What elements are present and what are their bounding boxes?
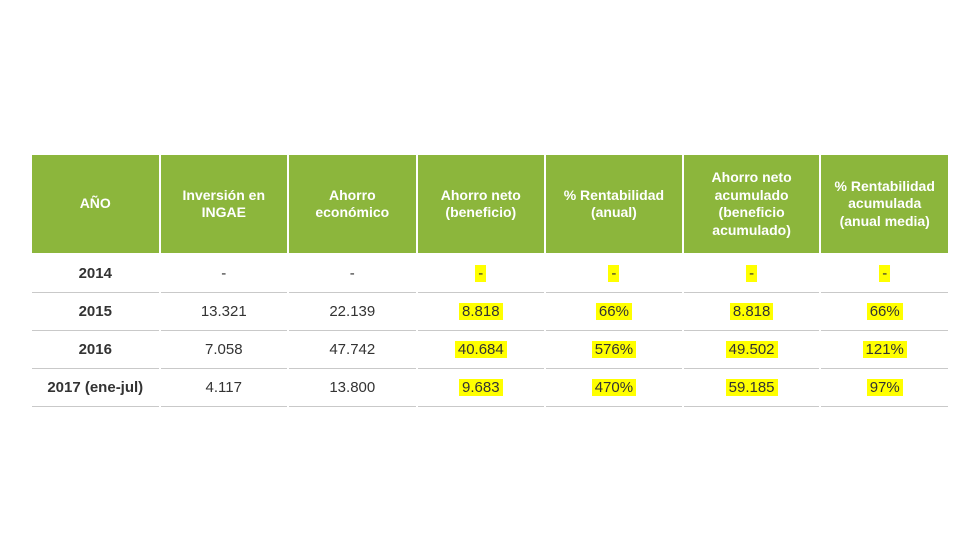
data-cell: 13.800 <box>288 369 417 407</box>
data-cell: 66% <box>820 293 949 331</box>
table-row: 20167.05847.742 40.684 576% 49.502 121% <box>31 331 949 369</box>
data-cell: - <box>288 254 417 293</box>
data-cell: 9.683 <box>417 369 546 407</box>
data-cell: 47.742 <box>288 331 417 369</box>
data-cell: 8.818 <box>683 293 821 331</box>
highlighted-value: 40.684 <box>455 341 507 358</box>
highlighted-value: 66% <box>596 303 632 320</box>
highlighted-value: 8.818 <box>730 303 774 320</box>
data-cell: - <box>160 254 289 293</box>
highlighted-value: 66% <box>867 303 903 320</box>
data-cell: - <box>417 254 546 293</box>
table-row: 2017 (ene-jul)4.11713.800 9.683 470% 59.185… <box>31 369 949 407</box>
data-cell: 4.117 <box>160 369 289 407</box>
col-header-0: AÑO <box>31 154 160 254</box>
data-cell: 470% <box>545 369 683 407</box>
data-cell: 121% <box>820 331 949 369</box>
data-cell: 7.058 <box>160 331 289 369</box>
highlighted-value: 97% <box>867 379 903 396</box>
year-cell: 2017 (ene-jul) <box>31 369 160 407</box>
data-cell: 49.502 <box>683 331 821 369</box>
col-header-5: Ahorro neto acumulado (beneficio acumula… <box>683 154 821 254</box>
data-cell: - <box>545 254 683 293</box>
col-header-3: Ahorro neto (beneficio) <box>417 154 546 254</box>
data-cell: - <box>820 254 949 293</box>
year-cell: 2015 <box>31 293 160 331</box>
year-cell: 2014 <box>31 254 160 293</box>
highlighted-value: 9.683 <box>459 379 503 396</box>
data-cell: 40.684 <box>417 331 546 369</box>
highlighted-value: 49.502 <box>726 341 778 358</box>
highlighted-value: - <box>746 265 757 282</box>
highlighted-value: - <box>879 265 890 282</box>
data-cell: 13.321 <box>160 293 289 331</box>
data-cell: - <box>683 254 821 293</box>
data-cell: 576% <box>545 331 683 369</box>
col-header-1: Inversión en INGAE <box>160 154 289 254</box>
highlighted-value: 121% <box>863 341 907 358</box>
col-header-2: Ahorro económico <box>288 154 417 254</box>
col-header-4: % Rentabilidad (anual) <box>545 154 683 254</box>
highlighted-value: 470% <box>592 379 636 396</box>
table-row: 201513.32122.139 8.818 66% 8.818 66% <box>31 293 949 331</box>
data-cell: 97% <box>820 369 949 407</box>
savings-table: AÑOInversión en INGAEAhorro económicoAho… <box>30 153 950 407</box>
data-cell: 66% <box>545 293 683 331</box>
highlighted-value: 8.818 <box>459 303 503 320</box>
data-cell: 59.185 <box>683 369 821 407</box>
highlighted-value: 576% <box>592 341 636 358</box>
highlighted-value: - <box>475 265 486 282</box>
col-header-6: % Rentabilidad acumulada (anual media) <box>820 154 949 254</box>
year-cell: 2016 <box>31 331 160 369</box>
table-row: 2014------ <box>31 254 949 293</box>
highlighted-value: - <box>608 265 619 282</box>
data-cell: 8.818 <box>417 293 546 331</box>
highlighted-value: 59.185 <box>726 379 778 396</box>
data-cell: 22.139 <box>288 293 417 331</box>
